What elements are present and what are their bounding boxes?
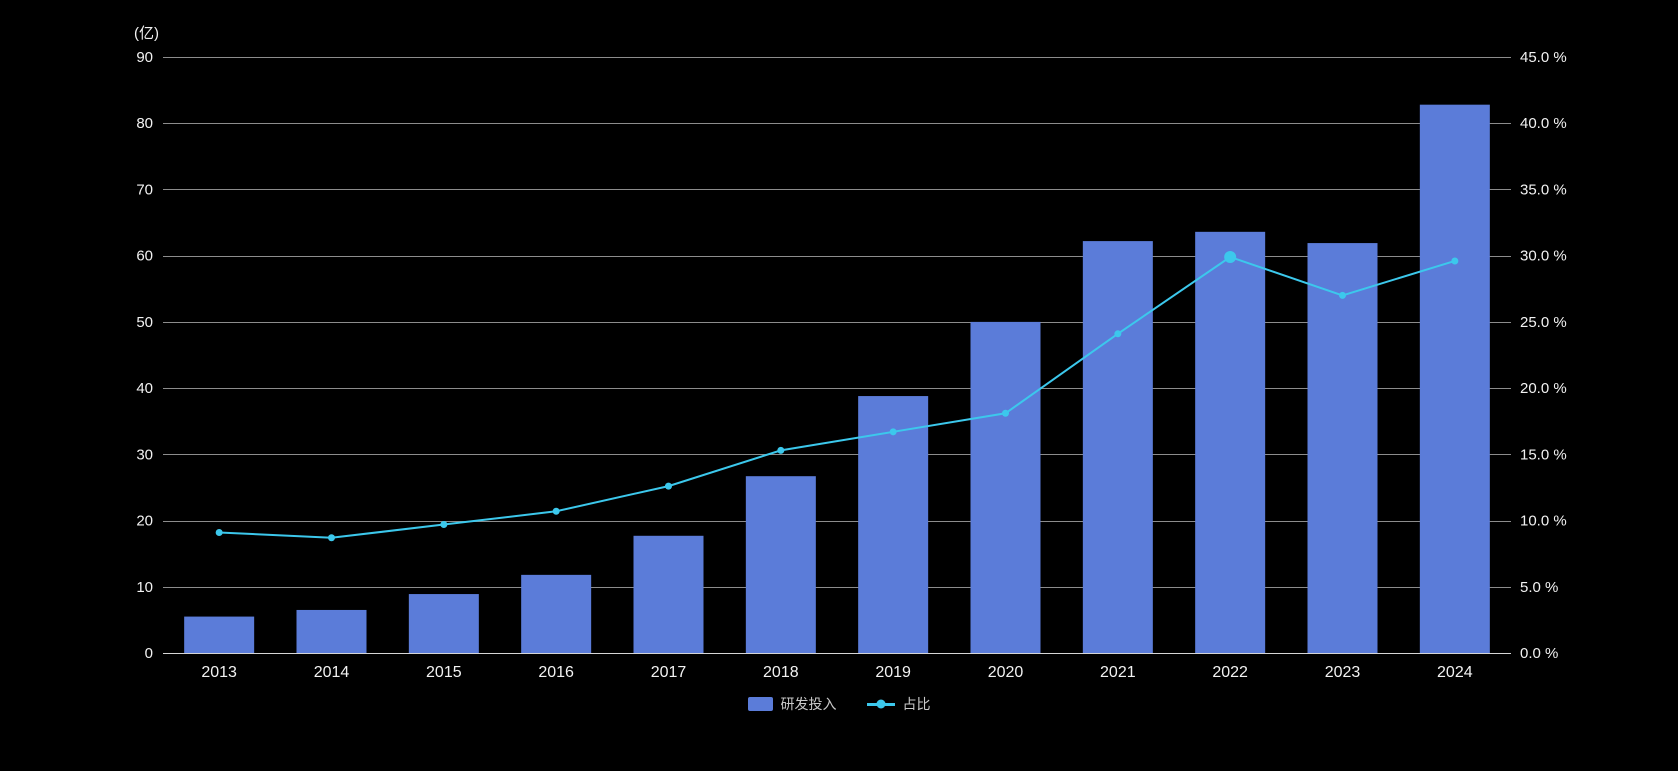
line-point (1339, 291, 1346, 299)
svg-text:2024: 2024 (1437, 664, 1473, 681)
legend-label-line-series: 占比 (902, 696, 931, 712)
svg-text:2019: 2019 (875, 664, 911, 681)
bar (1419, 104, 1490, 654)
legend-item-line-series[interactable]: 占比 (866, 694, 931, 714)
svg-text:2022: 2022 (1212, 664, 1248, 681)
svg-text:2013: 2013 (201, 664, 237, 681)
line-point (328, 534, 335, 542)
legend: 研发投入 占比 (0, 694, 1678, 714)
line-point (1114, 330, 1122, 338)
svg-text:10.0 %: 10.0 % (1520, 513, 1567, 530)
right-axis-labels: 0.0 % 5.0 % 10.0 % 15.0 % 20.0 % 25.0 % 30.0 %… (1520, 49, 1567, 662)
svg-text:40: 40 (136, 380, 153, 397)
svg-text:40.0 %: 40.0 % (1520, 115, 1567, 132)
svg-text:2020: 2020 (988, 664, 1024, 681)
bar (184, 616, 255, 653)
line-point (1002, 409, 1009, 417)
line-point (552, 507, 560, 515)
svg-text:2015: 2015 (426, 664, 462, 681)
svg-text:2018: 2018 (763, 664, 799, 681)
svg-text:2016: 2016 (538, 664, 574, 681)
gridlines (163, 57, 1511, 654)
x-axis-labels: 2013 2014 2015 2016 2017 2018 2019 2020 2021 2022… (201, 664, 1472, 681)
legend-label-bar-series: 研发投入 (780, 696, 837, 712)
svg-text:20: 20 (136, 513, 153, 530)
bar (296, 609, 367, 653)
line-point (1224, 250, 1237, 263)
line-point (440, 521, 448, 529)
svg-text:70: 70 (136, 181, 153, 198)
svg-text:10: 10 (136, 579, 153, 596)
bar (970, 321, 1041, 653)
bar (858, 396, 929, 653)
svg-text:35.0 %: 35.0 % (1520, 181, 1567, 198)
bar (1195, 231, 1266, 653)
svg-text:90: 90 (136, 49, 153, 66)
bar (1307, 243, 1378, 653)
svg-text:0.0 %: 0.0 % (1520, 645, 1558, 662)
svg-text:0: 0 (145, 645, 153, 662)
svg-text:2023: 2023 (1325, 664, 1361, 681)
bar (408, 594, 479, 653)
line-series (215, 250, 1459, 542)
bar (521, 574, 592, 653)
svg-text:50: 50 (136, 314, 153, 331)
bar (633, 535, 704, 653)
bar (1082, 241, 1153, 653)
svg-text:60: 60 (136, 248, 153, 265)
svg-text:30: 30 (136, 446, 153, 463)
bar (745, 476, 816, 653)
legend-item-bar-series[interactable]: 研发投入 (747, 694, 837, 714)
bar-series (184, 104, 1490, 654)
svg-text:5.0 %: 5.0 % (1520, 579, 1558, 596)
svg-text:15.0 %: 15.0 % (1520, 446, 1567, 463)
left-axis-unit-label: (亿) (134, 25, 159, 42)
line-point (1451, 257, 1459, 265)
line-point (777, 446, 785, 454)
svg-text:80: 80 (136, 115, 153, 132)
line-point (889, 428, 897, 436)
bar-series-swatch (747, 697, 773, 711)
line-series-swatch (866, 699, 895, 709)
svg-text:30.0 %: 30.0 % (1520, 248, 1567, 265)
svg-text:25.0 %: 25.0 % (1520, 314, 1567, 331)
svg-text:2021: 2021 (1100, 664, 1136, 681)
svg-text:45.0 %: 45.0 % (1520, 49, 1567, 66)
line-swatch-dot (876, 699, 885, 709)
svg-text:20.0 %: 20.0 % (1520, 380, 1567, 397)
svg-text:2014: 2014 (314, 664, 350, 681)
svg-text:2017: 2017 (651, 664, 687, 681)
line-point (215, 528, 223, 536)
left-axis-labels: 0 10 20 30 40 50 60 70 80 90 (136, 49, 153, 662)
line-point (665, 482, 672, 490)
